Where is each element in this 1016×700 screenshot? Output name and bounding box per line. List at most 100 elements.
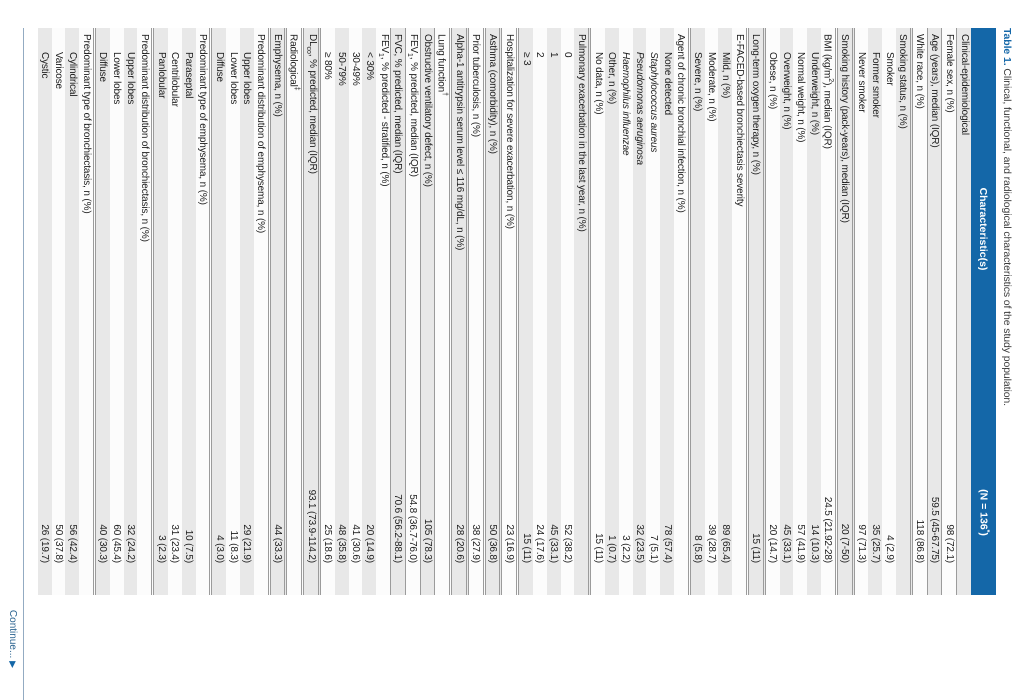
table-row: Diffuse 40 (30.3) <box>95 28 110 595</box>
table-row: Smoker 4 (2.9) <box>882 28 897 595</box>
row-label: 30-49% <box>349 52 361 86</box>
row-value: 26 (19.7) <box>39 524 51 563</box>
row-label: Former smoker <box>869 52 881 118</box>
row-label: Lung function† <box>436 34 449 97</box>
continue-label: Continue... <box>6 609 18 659</box>
row-label: Normal weight, n (%) <box>794 52 806 143</box>
row-label: Smoker <box>883 52 895 86</box>
row-label: White race, n (%) <box>914 34 926 109</box>
row-label: Lower lobes <box>227 52 239 105</box>
table-row: Asthma (comorbidity), n (%) 50 (36.8) <box>485 28 503 595</box>
row-value: 70.6 (56.2-88.1) <box>392 494 404 563</box>
table-number-label: Table 1. <box>1001 28 1013 66</box>
table-row: Haemophilus influenzae 3 (2.2) <box>618 28 633 595</box>
table-row: Staphylococcus aureus 7 (5.1) <box>646 28 661 595</box>
row-value: 98 (72.1) <box>943 524 955 563</box>
table-row: 1 45 (33.1) <box>546 28 561 595</box>
row-label: Asthma (comorbidity), n (%) <box>487 34 499 154</box>
table-row: Lower lobes 11 (8.3) <box>226 28 240 595</box>
table-row: Predominant type of emphysema, n (%) <box>195 28 213 595</box>
row-value: 14 (10.3) <box>808 524 820 563</box>
table-row: Upper lobes 29 (21.9) <box>239 28 254 595</box>
row-label: FVC, % predicted, median (IQR) <box>392 34 404 174</box>
table-row: Emphysema, n (%) 44 (33.3) <box>270 28 288 595</box>
header-n-count: (N = 136*) <box>977 489 990 536</box>
characteristics-table: Characteristic(s) (N = 136*) Clinical-ep… <box>37 28 996 595</box>
continue-indicator: Continue... ▶ <box>7 28 23 668</box>
row-label: Varicose <box>53 52 64 89</box>
table-row: Smoking status, n (%) <box>896 28 913 595</box>
row-label: Predominant type of emphysema, n (%) <box>196 34 208 205</box>
row-label: Pulmonary exacerbation in the last year,… <box>575 34 587 232</box>
table-row: Mild, n (%) 89 (65.4) <box>718 28 733 595</box>
row-value: 39 (28.7) <box>706 524 718 563</box>
row-label: Haemophilus influenzae <box>620 52 632 156</box>
row-label: DLco, % predicted, median (IQR) <box>304 34 318 174</box>
table-row: Predominant distribution of bronchiectas… <box>137 28 155 595</box>
row-label: Age (years), median (IQR) <box>929 34 941 148</box>
table-row: Pseudomonas aeruginosa 32 (23.5) <box>632 28 647 595</box>
table-row: Lower lobes 60 (45.4) <box>109 28 124 595</box>
table-row: 0 52 (38.2) <box>560 28 575 595</box>
table-row: FVC, % predicted, median (IQR) 70.6 (56.2… <box>390 28 406 595</box>
row-value: 3 (2.3) <box>155 535 167 563</box>
row-label: Lower lobes <box>111 52 123 105</box>
row-value: 31 (23.4) <box>169 524 181 563</box>
row-value: 8 (5.8) <box>692 535 704 563</box>
table-row: Normal weight, n (%) 57 (41.9) <box>793 28 808 595</box>
row-label: Predominant distribution of bronchiectas… <box>138 34 150 242</box>
row-label: E-FACED-based bronchiectasis severity <box>733 34 745 207</box>
row-label: BMI (kg/m2), median (IQR) <box>821 34 835 149</box>
row-value: 20 (7-50) <box>839 523 851 563</box>
row-value: 41 (30.6) <box>349 524 361 563</box>
row-label: Emphysema, n (%) <box>271 34 283 117</box>
table-row: Pulmonary exacerbation in the last year,… <box>574 28 592 595</box>
row-label: ≥ 3 <box>520 52 532 66</box>
table-row: Clinical-epidemiological <box>957 28 971 595</box>
row-value: 78 (57.4) <box>661 524 673 563</box>
table-row: Upper lobes 32 (24.2) <box>123 28 138 595</box>
row-label: Moderate, n (%) <box>706 52 718 122</box>
header-characteristic: Characteristic(s) <box>977 187 990 271</box>
row-value: 10 (7.5) <box>183 529 195 563</box>
table-row: ≥ 3 15 (11) <box>519 28 534 595</box>
row-label: Upper lobes <box>124 52 136 105</box>
row-value: 32 (23.5) <box>634 524 646 563</box>
table-row: < 30% 20 (14.9) <box>362 28 377 595</box>
row-value: 24 (17.6) <box>534 524 546 563</box>
row-value: 105 (78.3) <box>421 518 433 563</box>
row-label: Agent of chronic bronchial infection, n … <box>675 34 687 213</box>
row-value: 57 (41.9) <box>794 524 806 563</box>
row-label: Predominant type of bronchiectasis, n (%… <box>80 34 92 214</box>
row-label: Mild, n (%) <box>719 52 731 99</box>
row-label: Smoking status, n (%) <box>897 34 909 129</box>
row-label: Severe, n (%) <box>692 52 704 112</box>
row-value: 25 (18.6) <box>322 524 334 563</box>
table-body: Clinical-epidemiological Female sex, n (%… <box>37 28 971 595</box>
row-label: Diffuse <box>213 52 225 82</box>
continue-arrow-icon: ▶ <box>7 661 18 668</box>
table-row: 50-79% 48 (35.8) <box>334 28 349 595</box>
row-label: Panlobular <box>155 52 167 99</box>
table-row: Centrilobular 31 (23.4) <box>167 28 182 595</box>
table-row: Predominant type of bronchiectasis, n (%… <box>79 28 96 595</box>
row-label: None detected <box>661 52 673 116</box>
table-row: 2 24 (17.6) <box>533 28 547 595</box>
row-label: Staphylococcus aureus <box>647 52 659 153</box>
table-row: FEV1, % predicted, median (IQR) 54.8 (36.… <box>405 28 421 595</box>
row-value: 45 (33.1) <box>781 524 793 563</box>
table-row: White race, n (%) 118 (86.8) <box>912 28 928 595</box>
table-row: Underweight, n (%) 14 (10.3) <box>807 28 822 595</box>
row-label: Long-term oxygen therapy, n (%) <box>750 34 762 175</box>
row-value: 56 (42.4) <box>66 524 78 563</box>
row-label: FEV1, % predicted, median (IQR) <box>406 34 420 177</box>
table-row: Obstructive ventilatory defect, n (%) 105… <box>420 28 436 595</box>
row-label: Underweight, n (%) <box>808 52 820 135</box>
table-header-row: Characteristic(s) (N = 136*) <box>971 28 996 595</box>
row-value: 52 (38.2) <box>562 524 574 563</box>
table-row: None detected 78 (57.4) <box>660 28 675 595</box>
row-label: Other, n (%) <box>606 52 618 105</box>
table-row: Former smoker 35 (25.7) <box>868 28 883 595</box>
row-label: Pseudomonas aeruginosa <box>634 52 646 165</box>
row-value: 60 (45.4) <box>111 524 123 563</box>
